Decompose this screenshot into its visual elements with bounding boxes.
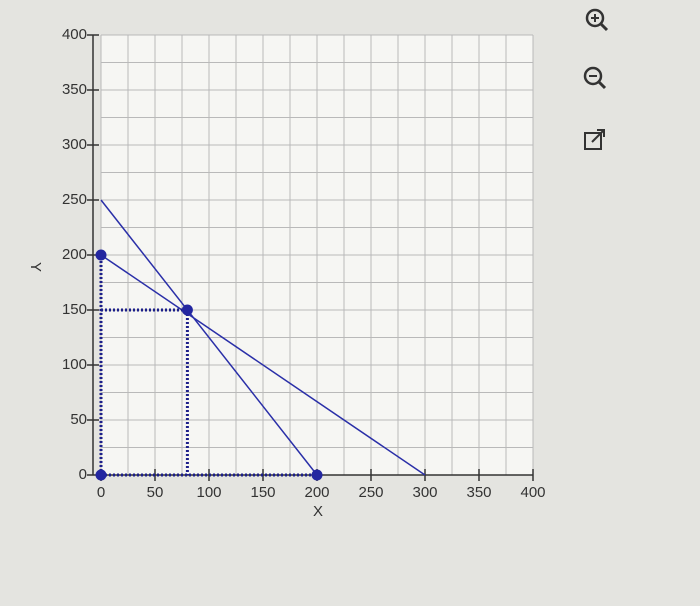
x-tick-label: 250	[358, 484, 383, 501]
point	[95, 469, 107, 481]
zoom-out-button[interactable]	[583, 66, 607, 90]
x-tick-label: 50	[147, 484, 164, 501]
open-external-button[interactable]	[584, 129, 605, 150]
point	[311, 469, 323, 481]
x-axis-label: X	[313, 503, 323, 520]
y-tick-label: 400	[62, 26, 87, 43]
chart: 0 50 100 150 200 250 300 350 400 0 50 100 150 200 250 3…	[62, 26, 546, 501]
y-axis-label: Y	[27, 262, 44, 272]
point	[181, 304, 193, 316]
x-tick-label: 200	[304, 484, 329, 501]
x-tick-label: 350	[466, 484, 491, 501]
x-tick-label: 300	[412, 484, 437, 501]
x-tick-label: 400	[520, 484, 545, 501]
zoom-in-button[interactable]	[585, 8, 609, 32]
x-tick-label: 100	[196, 484, 221, 501]
y-tick-label: 100	[62, 356, 87, 373]
y-tick-label: 250	[62, 191, 87, 208]
y-tick-label: 200	[62, 246, 87, 263]
line	[100, 254, 426, 476]
y-tick-label: 50	[70, 411, 87, 428]
y-tick-label: 0	[79, 466, 87, 483]
point	[95, 249, 107, 261]
line	[100, 199, 318, 476]
y-tick-label: 150	[62, 301, 87, 318]
x-tick-label: 0	[97, 484, 105, 501]
y-tick-label: 300	[62, 136, 87, 153]
x-tick-label: 150	[250, 484, 275, 501]
y-tick-label: 350	[62, 81, 87, 98]
